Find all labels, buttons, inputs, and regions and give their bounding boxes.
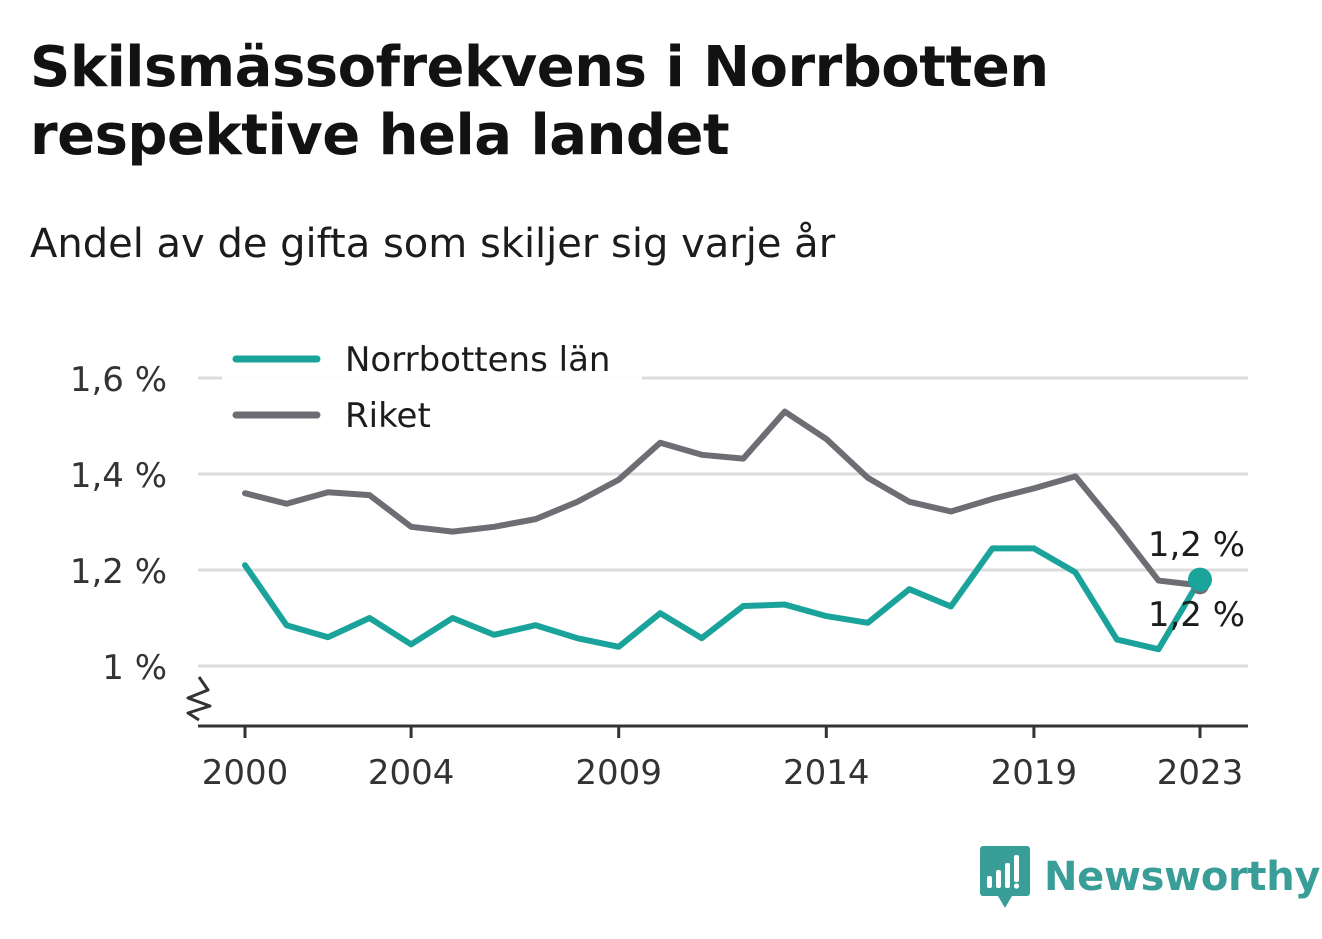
- x-tick-label: 2009: [575, 753, 662, 793]
- series-line-1: [242, 408, 1203, 589]
- legend-label-0: Norrbottens län: [345, 340, 610, 380]
- legend-label-1: Riket: [345, 396, 431, 436]
- y-tick-label: 1 %: [102, 648, 167, 688]
- y-tick-label: 1,6 %: [70, 360, 167, 400]
- legend: Norrbottens län Riket: [222, 335, 642, 447]
- axes: 1 % 1,2 % 1,4 % 1,6 % 2000 2004 2009 2014 2019 20…: [70, 360, 1248, 793]
- series-lines: [242, 408, 1212, 653]
- x-tick-label: 2004: [368, 753, 455, 793]
- newsworthy-logo: Newsworthy: [980, 846, 1321, 908]
- end-labels: 1,2 % 1,2 %: [1148, 525, 1245, 635]
- y-tick-label: 1,2 %: [70, 552, 167, 592]
- legend-background: [222, 335, 642, 447]
- end-point-marker-0: [1188, 567, 1212, 592]
- x-tick-label: 2019: [991, 753, 1078, 793]
- y-tick-label: 1,4 %: [70, 456, 167, 496]
- newsworthy-logo-icon: [980, 846, 1030, 908]
- chart-subtitle: Andel av de gifta som skiljer sig varje …: [30, 221, 836, 267]
- end-label-norrbotten: 1,2 %: [1148, 595, 1245, 635]
- axis-break-icon: [186, 676, 212, 722]
- newsworthy-logo-text: Newsworthy: [1044, 854, 1321, 900]
- chart-title: Skilsmässofrekvens i Norrbotten respekti…: [30, 35, 1049, 168]
- x-tick-label: 2014: [783, 753, 870, 793]
- x-tick-label: 2023: [1157, 753, 1244, 793]
- x-tick-label: 2000: [202, 753, 289, 793]
- series-line-0: [242, 545, 1203, 653]
- end-label-riket: 1,2 %: [1148, 525, 1245, 565]
